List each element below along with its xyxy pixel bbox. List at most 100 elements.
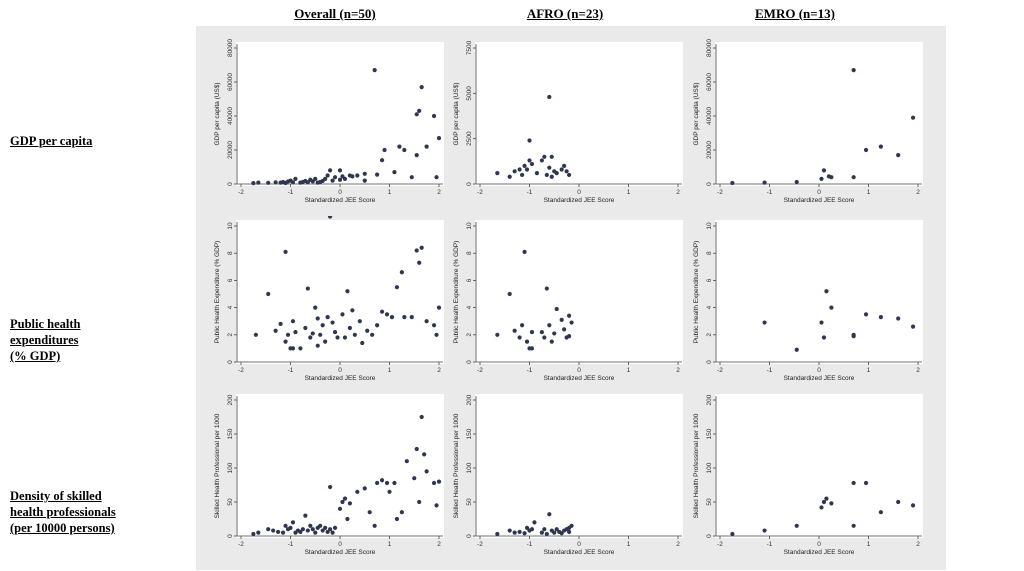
scatter-point bbox=[320, 528, 325, 533]
scatter-point bbox=[392, 480, 397, 486]
scatter-point bbox=[293, 329, 298, 335]
scatter-point bbox=[519, 323, 525, 328]
scatter-point bbox=[384, 480, 390, 486]
y-tick-label: 10 bbox=[466, 222, 473, 230]
y-tick-label: 8 bbox=[706, 251, 713, 255]
x-tick-label: 1 bbox=[627, 189, 631, 196]
scatter-point bbox=[340, 499, 345, 505]
x-tick-label: 2 bbox=[916, 367, 920, 374]
y-axis-title: Skilled Health Professional per 1000 bbox=[693, 413, 700, 518]
scatter-point bbox=[367, 510, 372, 515]
scatter-point bbox=[527, 138, 532, 143]
scatter-panel: -2 -1 0 1 2 0 50 100 150 200 Standardized JEE Scor… bbox=[450, 390, 688, 556]
x-tick-label: 1 bbox=[388, 367, 392, 374]
column-header: Overall (n=50) bbox=[294, 6, 376, 21]
scatter-point bbox=[824, 496, 829, 501]
y-tick-label: 0 bbox=[227, 534, 234, 538]
y-tick-label: 80000 bbox=[706, 39, 713, 57]
scatter-chart: -2 -1 0 1 2 0 2 4 6 8 10 Standardized JEE Score Publ… bbox=[693, 220, 923, 382]
scatter-point bbox=[419, 245, 424, 250]
scatter-point bbox=[285, 332, 291, 337]
y-tick-label: 50 bbox=[706, 498, 713, 506]
scatter-point bbox=[522, 531, 527, 536]
scatter-point bbox=[404, 459, 409, 464]
scatter-point bbox=[549, 154, 554, 159]
scatter-point bbox=[379, 158, 385, 163]
scatter-point bbox=[424, 144, 429, 149]
y-tick-label: 100 bbox=[227, 462, 234, 473]
y-axis-title: Public Health Expenditure (% GDP) bbox=[453, 241, 460, 344]
scatter-point bbox=[851, 68, 856, 73]
x-tick-label: -1 bbox=[527, 367, 533, 374]
y-axis-title: Skilled Health Professional per 1000 bbox=[453, 413, 460, 518]
scatter-point bbox=[273, 328, 278, 333]
scatter-point bbox=[394, 516, 400, 522]
x-tick-label: 1 bbox=[867, 367, 871, 374]
scatter-point bbox=[851, 175, 856, 180]
scatter-point bbox=[829, 175, 834, 180]
y-tick-label: 4 bbox=[466, 305, 473, 309]
scatter-point bbox=[342, 176, 348, 181]
scatter-point bbox=[375, 172, 380, 177]
scatter-point bbox=[910, 503, 916, 508]
scatter-point bbox=[419, 414, 424, 420]
y-tick-label: 4 bbox=[706, 305, 713, 309]
scatter-point bbox=[276, 529, 281, 535]
y-tick-label: 200 bbox=[466, 394, 473, 405]
scatter-point bbox=[863, 312, 869, 317]
scatter-point bbox=[567, 529, 572, 535]
scatter-point bbox=[305, 528, 310, 533]
scatter-point bbox=[313, 176, 318, 181]
scatter-point bbox=[308, 523, 313, 528]
scatter-point bbox=[554, 171, 559, 176]
scatter-point bbox=[300, 527, 305, 532]
scatter-point bbox=[424, 469, 429, 474]
scatter-point bbox=[318, 523, 323, 528]
scatter-point bbox=[335, 335, 340, 340]
scatter-point bbox=[328, 527, 333, 532]
scatter-panel: -2 -1 0 1 2 0 50 100 150 200 Standardized JEE Scor… bbox=[690, 390, 928, 556]
y-tick-label: 100 bbox=[706, 462, 713, 473]
scatter-point bbox=[414, 112, 419, 117]
scatter-point bbox=[422, 452, 427, 457]
scatter-point bbox=[539, 530, 544, 535]
x-tick-label: 2 bbox=[437, 189, 441, 196]
scatter-point bbox=[512, 328, 517, 333]
row-label-line: (% GDP) bbox=[10, 349, 61, 363]
scatter-point bbox=[512, 530, 517, 535]
scatter-point bbox=[567, 172, 572, 178]
scatter-point bbox=[303, 325, 308, 331]
scatter-point bbox=[549, 174, 554, 179]
scatter-point bbox=[293, 176, 298, 181]
plot-area bbox=[475, 220, 683, 364]
scatter-panel: -2 -1 0 1 2 0 20000 40000 60000 80000 Standardized… bbox=[690, 38, 928, 204]
scatter-point bbox=[332, 329, 338, 335]
scatter-point bbox=[559, 531, 564, 536]
scatter-point bbox=[271, 528, 276, 533]
scatter-point bbox=[794, 523, 799, 528]
scatter-point bbox=[544, 286, 549, 291]
scatter-point bbox=[347, 325, 352, 331]
y-tick-label: 6 bbox=[466, 278, 473, 282]
scatter-point bbox=[345, 516, 350, 522]
row-label: GDP per capita bbox=[10, 133, 92, 149]
scatter-point bbox=[253, 332, 258, 337]
scatter-point bbox=[350, 308, 355, 313]
scatter-chart: -2 -1 0 1 2 0 2 4 6 8 10 Standardized JEE Score Publ… bbox=[453, 220, 683, 382]
scatter-point bbox=[524, 339, 530, 344]
scatter-point bbox=[337, 177, 343, 182]
scatter-point bbox=[522, 163, 527, 168]
scatter-point bbox=[362, 171, 367, 176]
scatter-point bbox=[387, 489, 392, 494]
x-axis-title: Standardized JEE Score bbox=[305, 197, 376, 204]
scatter-panel: -2 -1 0 1 2 0 2 4 6 8 10 Standardized JEE Score Publ… bbox=[211, 216, 449, 382]
scatter-point bbox=[266, 180, 271, 185]
scatter-point bbox=[532, 520, 537, 525]
scatter-point bbox=[517, 335, 522, 340]
scatter-point bbox=[529, 161, 535, 167]
plot-area bbox=[236, 42, 444, 186]
scatter-point bbox=[878, 315, 883, 320]
scatter-point bbox=[318, 332, 323, 337]
scatter-point bbox=[794, 347, 799, 352]
y-tick-label: 0 bbox=[706, 360, 713, 364]
